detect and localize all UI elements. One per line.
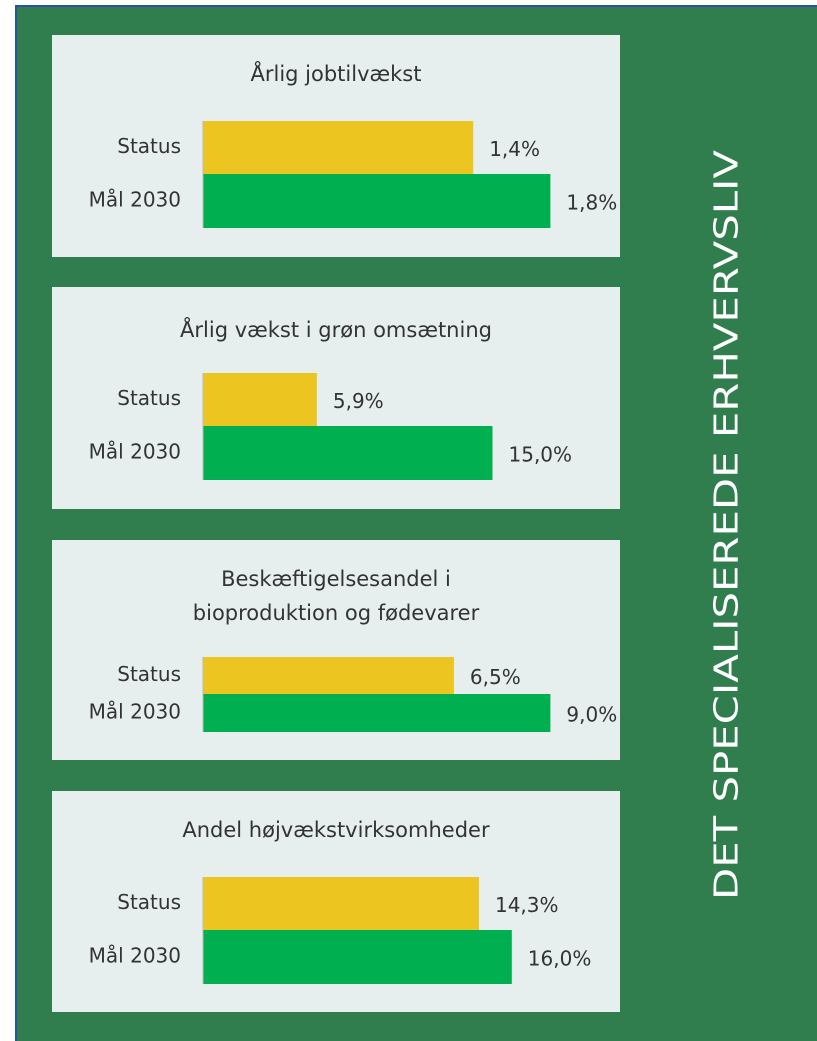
chart-title: Årlig jobtilvækst — [250, 62, 422, 86]
category-label: Mål 2030 — [89, 944, 181, 968]
value-label: 5,9% — [333, 389, 384, 413]
chart-panel: Beskæftigelsesandel i bioproduktion og f… — [52, 540, 620, 760]
category-label: Status — [117, 134, 181, 158]
category-label: Status — [117, 662, 181, 686]
value-label: 15,0% — [509, 443, 573, 467]
bar — [203, 426, 493, 480]
value-label: 14,3% — [495, 893, 559, 917]
bar — [203, 694, 551, 732]
bar — [203, 657, 454, 694]
chart-panel: Årlig vækst i grøn omsætning Status 5,9% Må… — [52, 287, 620, 509]
bar — [203, 174, 551, 228]
chart-title: Årlig vækst i grøn omsætning — [180, 318, 492, 342]
bar — [203, 373, 317, 426]
category-label: Mål 2030 — [89, 440, 181, 464]
value-label: 9,0% — [566, 703, 617, 727]
bar — [203, 877, 479, 930]
category-label: Mål 2030 — [89, 188, 181, 212]
chart: Status 14,3% Mål 2030 16,0% — [89, 877, 592, 984]
category-label: Status — [117, 890, 181, 914]
category-label: Mål 2030 — [89, 700, 181, 724]
chart-panel: Andel højvækstvirksomheder Status 14,3% Mål… — [52, 791, 620, 1012]
value-label: 16,0% — [528, 947, 592, 971]
chart-title: Beskæftigelsesandel i bioproduktion og f… — [192, 567, 480, 625]
chart: Status 1,4% Mål 2030 1,8% — [89, 121, 617, 228]
value-label: 1,8% — [566, 191, 617, 215]
value-label: 1,4% — [489, 137, 540, 161]
bar — [203, 121, 474, 174]
value-label: 6,5% — [470, 665, 521, 689]
bar — [203, 930, 512, 984]
category-label: Status — [117, 386, 181, 410]
chart: Status 6,5% Mål 2030 9,0% — [89, 657, 617, 732]
chart: Status 5,9% Mål 2030 15,0% — [89, 373, 573, 480]
chart-title: Andel højvækstvirksomheder — [182, 818, 490, 842]
chart-panel: Årlig jobtilvækst Status 1,4% Mål 2030 1,8% — [52, 35, 620, 257]
